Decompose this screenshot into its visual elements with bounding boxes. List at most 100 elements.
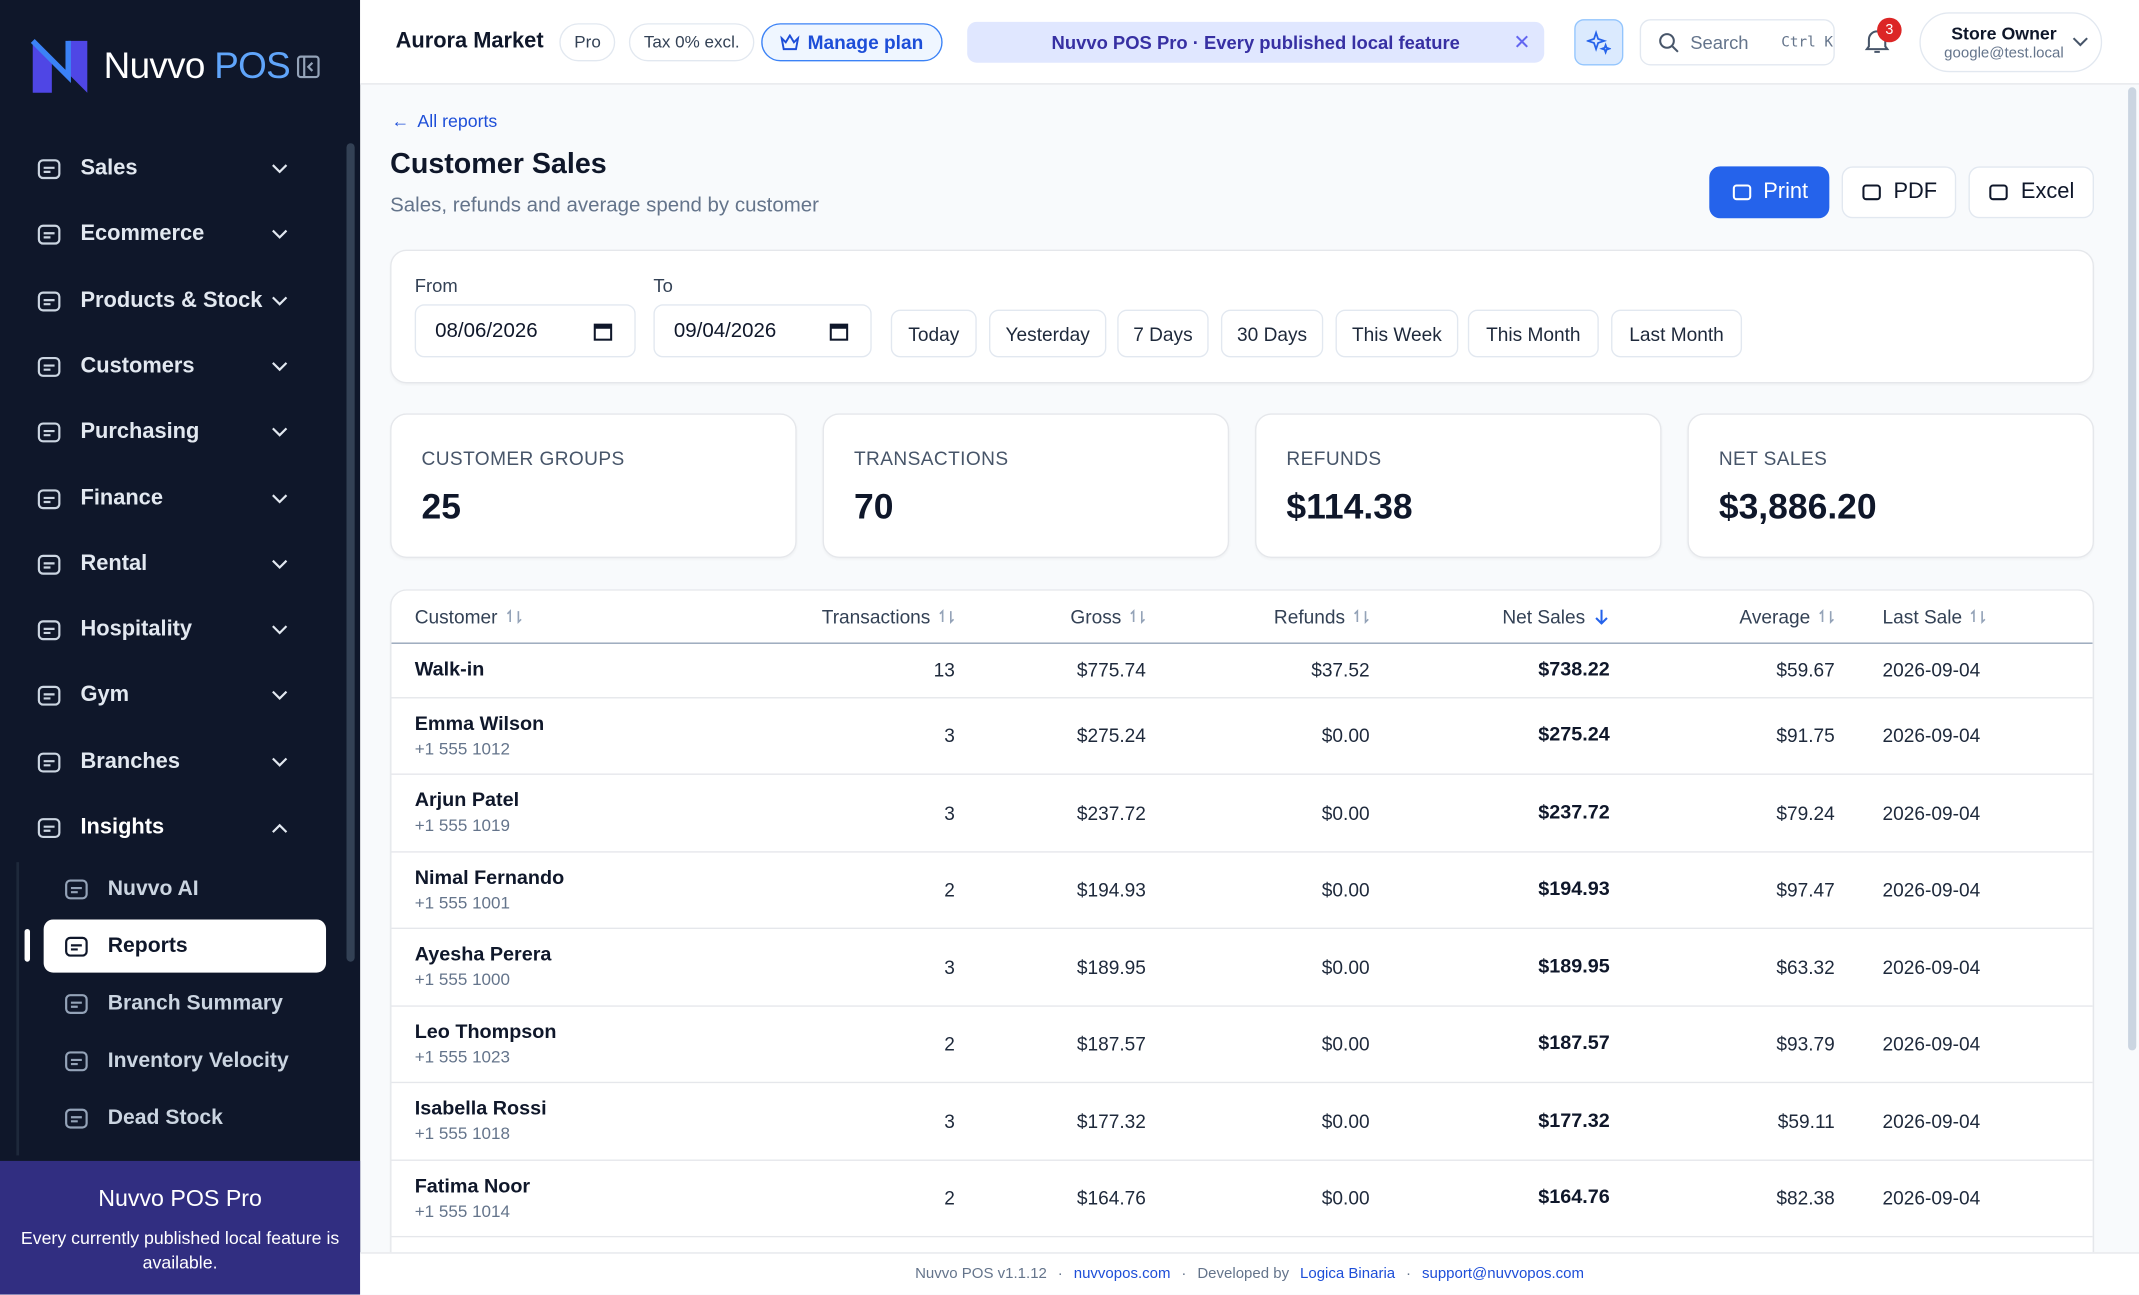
preset-button[interactable]: 7 Days bbox=[1117, 309, 1209, 358]
store-name: Aurora Market bbox=[395, 30, 544, 54]
nav-item[interactable]: Customers bbox=[0, 340, 341, 395]
nav-item[interactable]: Insights bbox=[0, 801, 341, 856]
sub-item[interactable]: Reports bbox=[43, 919, 327, 973]
nav-item[interactable]: Gym bbox=[0, 669, 341, 724]
table-cell-label: $194.93 bbox=[1076, 878, 1146, 901]
table-cell-label: $79.24 bbox=[1776, 801, 1835, 824]
column-header[interactable]: Gross bbox=[955, 591, 1146, 643]
column-header-label: Last Sale bbox=[1882, 605, 1963, 628]
customer-cell: Ayesha Perera +1 555 1000 bbox=[415, 929, 797, 1005]
active-indicator bbox=[24, 928, 31, 962]
page-subtitle: Sales, refunds and average spend by cust… bbox=[390, 193, 819, 217]
column-header[interactable]: Refunds bbox=[1146, 591, 1370, 643]
customer-cell: Walk-in bbox=[415, 644, 797, 697]
to-input[interactable]: 09/04/2026 bbox=[653, 304, 872, 358]
footer-dev[interactable]: Logica Binaria bbox=[1300, 1265, 1396, 1283]
action-button[interactable]: Print bbox=[1709, 166, 1830, 219]
column-header-label: Gross bbox=[1070, 605, 1122, 628]
table-cell: $194.93 bbox=[1370, 852, 1610, 928]
footer-email[interactable]: support@nuvvopos.com bbox=[1421, 1265, 1585, 1283]
customer-name: Emma Wilson bbox=[415, 713, 545, 735]
preset-button[interactable]: Yesterday bbox=[989, 309, 1107, 358]
nav-item[interactable]: Sales bbox=[0, 142, 341, 197]
table-cell: $79.24 bbox=[1610, 775, 1835, 851]
table-cell-label: $0.00 bbox=[1321, 724, 1370, 747]
table: Customer Transactions Gross Refunds Net Sale… bbox=[390, 589, 2094, 1253]
preset-button[interactable]: 30 Days bbox=[1220, 309, 1324, 358]
nav-item[interactable]: Ecommerce bbox=[0, 208, 341, 263]
nav-item[interactable]: Purchasing bbox=[0, 405, 341, 460]
column-header[interactable]: Customer bbox=[415, 591, 797, 643]
collapse-icon[interactable] bbox=[296, 55, 321, 80]
page-title: Customer Sales bbox=[390, 148, 607, 181]
table-cell-label: $93.79 bbox=[1776, 1033, 1835, 1055]
table-cell-label: $187.57 bbox=[1076, 1033, 1146, 1055]
from-label: From bbox=[414, 275, 458, 297]
table-cell: 2026-09-04 bbox=[1883, 1160, 2093, 1236]
action-button[interactable]: PDF bbox=[1841, 166, 1957, 219]
table-cell-label: $189.95 bbox=[1076, 955, 1146, 978]
column-header-label: Average bbox=[1739, 605, 1811, 628]
table-cell: $63.32 bbox=[1610, 929, 1834, 1005]
ai-button[interactable] bbox=[1574, 19, 1624, 66]
table-cell-label: 3 bbox=[944, 1110, 955, 1132]
nav-item[interactable]: Products & Stock bbox=[0, 274, 341, 329]
user-menu[interactable]: Store Owner google@test.local bbox=[1919, 12, 2103, 73]
preset-button[interactable]: This Week bbox=[1335, 309, 1459, 358]
footer-site[interactable]: nuvvopos.com bbox=[1073, 1265, 1171, 1283]
stat-value-label: 25 bbox=[421, 485, 461, 527]
preset-button[interactable]: This Month bbox=[1467, 309, 1599, 358]
sub-item[interactable]: Dead Stock bbox=[44, 1091, 326, 1144]
column-header[interactable]: Transactions bbox=[797, 591, 955, 643]
table-cell-label: $194.93 bbox=[1538, 878, 1610, 901]
action-button[interactable]: Excel bbox=[1968, 166, 2094, 219]
table-cell: 3 bbox=[797, 775, 955, 851]
column-header[interactable]: Average bbox=[1610, 591, 1835, 643]
nav-item[interactable]: Hospitality bbox=[0, 603, 341, 658]
search[interactable]: Search Ctrl K bbox=[1639, 19, 1835, 66]
table-cell-label: $189.95 bbox=[1538, 955, 1610, 978]
column-header[interactable]: Net Sales bbox=[1370, 591, 1610, 643]
preset-button-label: 7 Days bbox=[1133, 322, 1193, 345]
table-cell-label: $775.74 bbox=[1076, 659, 1146, 682]
nav-item[interactable]: Branches bbox=[0, 735, 341, 790]
banner-close[interactable]: ✕ bbox=[1513, 31, 1531, 55]
table-header: Customer Transactions Gross Refunds Net Sale… bbox=[391, 591, 2093, 644]
customer-phone: +1 555 1023 bbox=[415, 1047, 510, 1066]
nav-item[interactable]: Finance bbox=[0, 471, 341, 526]
column-header[interactable]: Last Sale bbox=[1883, 591, 2093, 643]
stat-value-label: $3,886.20 bbox=[1718, 485, 1877, 527]
customer-phone-label: +1 555 1012 bbox=[414, 739, 511, 759]
table-cell: $275.24 bbox=[955, 698, 1146, 774]
from-input[interactable]: 08/06/2026 bbox=[414, 304, 636, 358]
sub-rail bbox=[16, 862, 20, 1156]
table-cell: $0.00 bbox=[1146, 698, 1370, 774]
sub-item[interactable]: Nuvvo AI bbox=[44, 862, 326, 915]
notification-count: 3 bbox=[1877, 17, 1902, 43]
customer-phone-label: +1 555 1014 bbox=[414, 1201, 511, 1221]
nav-item-label: Customers bbox=[80, 354, 195, 378]
customer-name-label: Walk-in bbox=[414, 659, 485, 682]
table-cell: 2026-09-04 bbox=[1883, 698, 2093, 774]
stat-label: CUSTOMER GROUPS bbox=[422, 447, 625, 469]
table-cell: $237.72 bbox=[955, 775, 1146, 851]
preset-button[interactable]: Last Month bbox=[1611, 309, 1743, 358]
customer-phone: +1 555 1019 bbox=[415, 816, 510, 835]
sub-item[interactable]: Branch Summary bbox=[44, 977, 326, 1030]
table-cell: 2 bbox=[797, 852, 955, 928]
customer-name-label: Ayesha Perera bbox=[414, 944, 552, 967]
manage-plan[interactable]: Manage plan bbox=[761, 23, 943, 62]
brand-name: Nuvvo bbox=[103, 44, 206, 86]
stat-value: 25 bbox=[422, 486, 461, 528]
table-cell: $177.32 bbox=[1370, 1083, 1610, 1159]
sub-item[interactable]: Inventory Velocity bbox=[44, 1034, 326, 1087]
table-cell: 2026-09-04 bbox=[1883, 644, 2093, 697]
preset-button[interactable]: Today bbox=[890, 309, 977, 358]
customer-name: Fatima Noor bbox=[415, 1176, 530, 1198]
customer-name: Ayesha Perera bbox=[415, 944, 552, 966]
action-button-label: Print bbox=[1763, 180, 1809, 204]
nav-item[interactable]: Rental bbox=[0, 537, 341, 592]
customer-phone: +1 555 1000 bbox=[415, 970, 510, 989]
back-link[interactable]: ← All reports bbox=[391, 110, 498, 131]
